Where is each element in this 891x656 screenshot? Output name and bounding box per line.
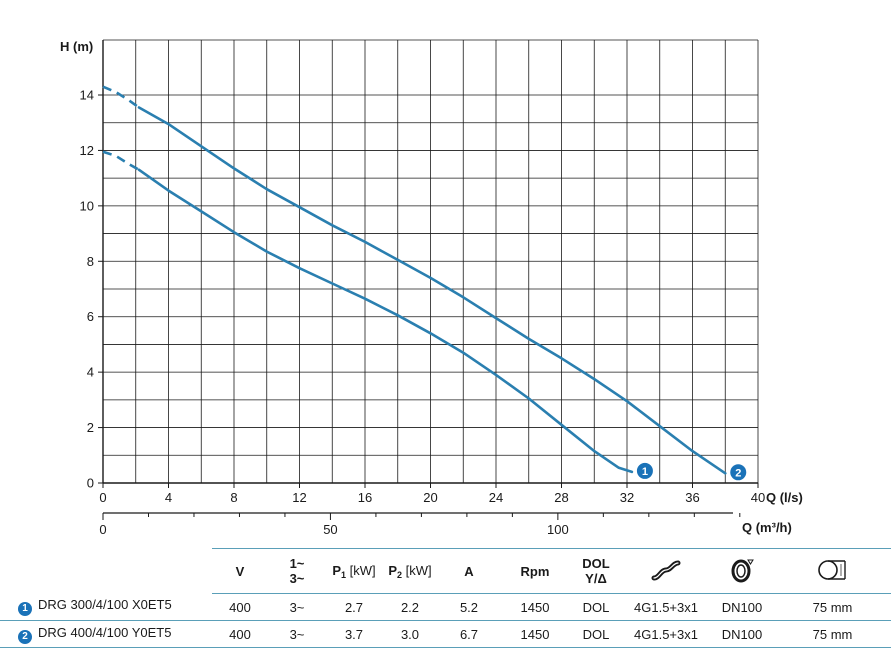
amps-cell: 5.2 [438,593,500,621]
outlet-pipe-icon [817,559,846,580]
series-2-line [137,106,727,475]
amps-header: A [438,548,500,594]
series-1-dashed-segment [102,150,140,171]
rpm-header: Rpm [500,548,570,594]
x2-tick-label: 50 [323,522,337,537]
p2-header-unit: [kW] [405,562,432,578]
x-tick-label: 12 [292,490,306,505]
cable-icon [651,560,681,580]
outlet-header [774,548,891,594]
rpm-cell: 1450 [500,620,570,648]
x2-tick-label: 0 [99,522,106,537]
phase-cell: 3~ [268,593,326,621]
y-axis-title: H (m) [60,39,93,54]
voltage-header: V [212,548,268,594]
series-2-badge [730,464,747,481]
curve-badge: 1 [18,602,32,617]
specification-table: V 1~ 3~ P1 [kW] P2 [kW] A Rpm DOL Y/Δ [0,548,891,648]
y-tick-label: 6 [87,309,94,324]
x-tick-label: 40 [751,490,765,505]
x-tick-label: 20 [423,490,437,505]
outlet-cell: 75 mm [774,620,891,648]
p1-header-label: P [332,562,342,578]
table-row: 1 DRG 300/4/100 X0ET5 400 3~ 2.7 2.2 5.2 … [0,593,891,621]
x2-tick-label: 100 [547,522,569,537]
y-tick-label: 10 [80,198,94,213]
voltage-cell: 400 [212,620,268,648]
chart-axes [98,40,759,520]
amps-cell: 6.7 [438,620,500,648]
x-tick-label: 36 [685,490,699,505]
rpm-cell: 1450 [500,593,570,621]
series-1-line [137,168,634,474]
series-1-badge [636,462,653,479]
series-2-badge-label: 2 [735,467,741,479]
voltage-cell: 400 [212,593,268,621]
p2-cell: 2.2 [382,593,438,621]
start-header-bottom: Y/Δ [585,571,607,586]
model-name: DRG 400/4/100 Y0ET5 [38,624,172,640]
x2-axis-title: Q (m³/h) [742,520,792,535]
y-tick-label: 14 [80,88,94,103]
x-tick-label: 8 [230,490,237,505]
p2-header-sub: 2 [397,569,403,580]
y-tick-label: 0 [87,476,94,491]
start-header: DOL Y/Δ [570,548,622,594]
model-name: DRG 300/4/100 X0ET5 [38,597,172,613]
outlet-cell: 75 mm [774,593,891,621]
phase-header-top: 1~ [289,556,305,571]
p2-header: P2 [kW] [382,548,438,594]
p1-header: P1 [kW] [326,548,382,594]
flange-cell: DN100 [710,620,774,648]
flange-header [710,548,774,594]
cable-cell: 4G1.5+3x1 [622,620,710,648]
start-cell: DOL [570,593,622,621]
start-cell: DOL [570,620,622,648]
x-tick-label: 4 [165,490,172,505]
chart-grid [102,39,759,484]
model-header [0,549,212,594]
cable-cell: 4G1.5+3x1 [622,593,710,621]
x-tick-label: 0 [99,490,106,505]
p1-cell: 2.7 [326,593,382,621]
curve-badge: 2 [18,629,32,644]
p2-cell: 3.0 [382,620,438,648]
cable-header [622,548,710,594]
phase-cell: 3~ [268,620,326,648]
y-tick-label: 4 [87,365,94,380]
x-tick-label: 32 [620,490,634,505]
model-cell: 2 DRG 400/4/100 Y0ET5 [0,620,212,648]
x-tick-label: 28 [554,490,568,505]
y-tick-label: 8 [87,254,94,269]
start-header-top: DOL [582,556,610,571]
flange-icon [731,559,754,582]
phase-header-bottom: 3~ [289,571,305,586]
x-axis-title: Q (l/s) [766,490,803,505]
y-tick-label: 2 [87,420,94,435]
series-2-dashed-segment [102,85,140,109]
x-tick-label: 24 [489,490,503,505]
p1-cell: 3.7 [326,620,382,648]
p1-header-unit: [kW] [349,562,376,578]
p1-header-sub: 1 [341,569,347,580]
phase-header: 1~ 3~ [268,548,326,594]
y-tick-label: 12 [80,143,94,158]
table-row: 2 DRG 400/4/100 Y0ET5 400 3~ 3.7 3.0 6.7 … [0,620,891,648]
model-cell: 1 DRG 300/4/100 X0ET5 [0,593,212,621]
flange-cell: DN100 [710,593,774,621]
x-tick-label: 16 [358,490,372,505]
p2-header-label: P [388,562,398,578]
series-1-badge-label: 1 [642,466,648,478]
